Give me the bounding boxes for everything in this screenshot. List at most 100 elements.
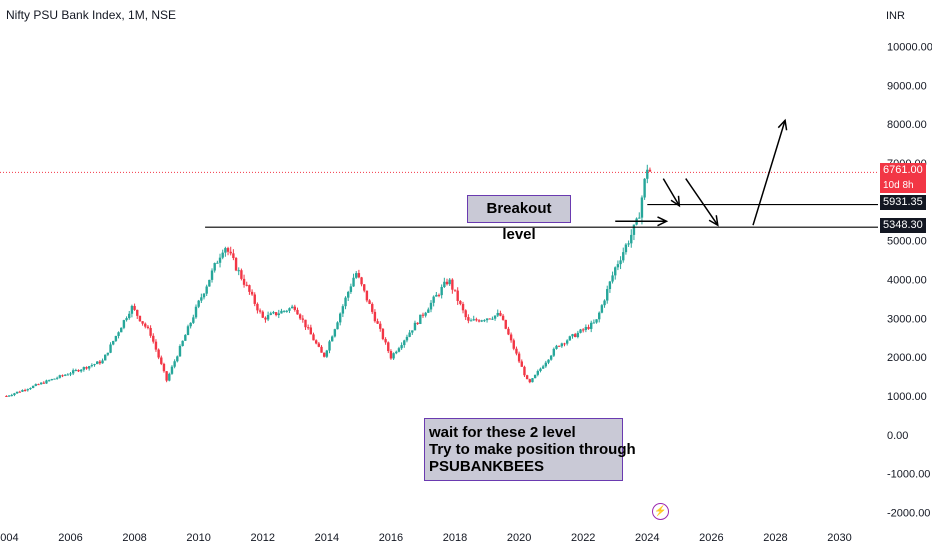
candle-body	[330, 336, 334, 342]
candle-body	[34, 384, 37, 386]
candle-body	[541, 366, 545, 369]
candle-body	[483, 320, 486, 322]
candle-body	[69, 373, 72, 375]
candle-body	[26, 389, 29, 391]
candle-body	[464, 310, 467, 318]
candle-body	[45, 380, 48, 384]
candle-body	[568, 336, 572, 341]
y-tick-label: 5000.00	[887, 236, 927, 248]
candle-body	[435, 294, 438, 297]
x-tick-label: 2024	[635, 532, 659, 544]
candle-body	[42, 382, 45, 384]
candle-body	[125, 318, 128, 321]
candle-body	[293, 306, 297, 310]
candle-body	[120, 327, 123, 333]
candle-body	[288, 308, 291, 311]
candle-body	[590, 322, 593, 329]
arrow-shaft[interactable]	[685, 178, 719, 226]
candle-body	[600, 305, 604, 313]
candle-body	[314, 340, 318, 344]
candle-body	[104, 354, 107, 361]
candle-body	[194, 306, 198, 318]
candle-body	[552, 348, 556, 356]
candle-body	[424, 312, 427, 316]
candle-body	[181, 340, 184, 346]
y-tick-label: -2000.00	[887, 507, 930, 519]
candle-body	[168, 373, 171, 381]
currency-label[interactable]: INR	[886, 10, 905, 22]
candle-body	[306, 327, 310, 329]
candle-body	[549, 355, 553, 360]
x-tick-label: 2026	[699, 532, 723, 544]
arrow-shaft[interactable]	[752, 120, 786, 226]
candle-body	[253, 294, 256, 304]
candle-body	[272, 312, 275, 314]
candle-body	[592, 322, 596, 324]
y-tick-label: 1000.00	[887, 391, 927, 403]
candle-body	[571, 334, 574, 337]
candle-body	[448, 279, 451, 285]
candle-body	[606, 289, 609, 301]
candle-body	[133, 305, 136, 310]
candle-body	[322, 352, 326, 357]
candle-body	[624, 244, 628, 253]
candle-body	[237, 270, 240, 272]
candle-body	[229, 251, 232, 254]
candle-body	[413, 322, 417, 331]
candle-body	[47, 380, 51, 382]
candle-body	[614, 267, 617, 276]
candle-body	[31, 385, 35, 389]
candle-body	[376, 321, 379, 324]
candle-body	[266, 314, 270, 320]
candle-body	[178, 345, 182, 357]
candle-body	[459, 300, 462, 304]
lightning-icon[interactable]: ⚡	[652, 503, 669, 520]
candle-body	[344, 297, 347, 307]
candle-body	[531, 378, 534, 383]
candle-body	[336, 322, 339, 330]
candle-body	[381, 328, 385, 340]
level-tag-lower: 5348.30	[880, 218, 926, 233]
candle-body	[515, 348, 518, 354]
candle-body	[189, 322, 192, 327]
candle-body	[256, 303, 259, 311]
wait-note[interactable]: wait for these 2 level Try to make posit…	[424, 418, 636, 481]
candle-body	[144, 323, 147, 327]
candle-body	[296, 309, 299, 315]
x-tick-label: 2016	[379, 532, 403, 544]
x-tick-label: 2006	[58, 532, 82, 544]
time-axis[interactable]: 2004 2006 2008 2010 2012 2014 2016 2018 2020 2022…	[0, 532, 852, 544]
candle-body	[619, 260, 622, 265]
candle-body	[488, 318, 491, 320]
x-tick-label: 2008	[122, 532, 146, 544]
candle-body	[205, 286, 208, 294]
candle-body	[50, 379, 54, 381]
candle-body	[280, 310, 283, 314]
candle-body	[576, 332, 580, 338]
candles-layer	[5, 164, 652, 397]
candle-body	[77, 369, 80, 372]
candle-body	[333, 329, 337, 337]
candle-body	[141, 321, 144, 324]
candle-body	[408, 332, 411, 337]
candle-body	[477, 320, 481, 322]
candle-body	[149, 327, 152, 336]
candle-body	[74, 369, 78, 371]
last-price-tag: 6761.00	[880, 163, 926, 178]
arrow-shaft[interactable]	[662, 178, 680, 207]
candle-body	[312, 334, 315, 341]
candle-body	[29, 388, 32, 390]
breakout-note[interactable]: Breakout level	[467, 195, 571, 243]
candle-body	[298, 314, 302, 319]
candle-body	[250, 291, 254, 295]
candle-body	[216, 262, 219, 264]
candle-body	[387, 342, 390, 352]
candle-body	[277, 313, 280, 316]
candle-body	[608, 281, 612, 290]
wait-note-line-2: Try to make position through	[429, 441, 636, 458]
candle-body	[18, 391, 21, 393]
candle-body	[419, 314, 422, 324]
price-axis[interactable]: 10000.009000.008000.007000.005000.004000…	[887, 42, 932, 520]
candle-body	[456, 290, 459, 301]
